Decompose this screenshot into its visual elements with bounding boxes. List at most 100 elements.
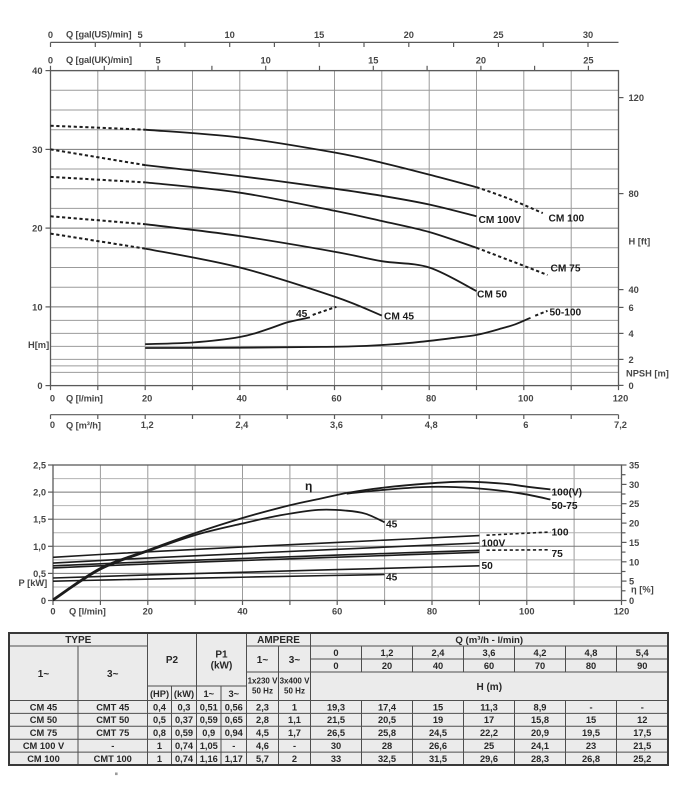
svg-text:24,5: 24,5 <box>429 728 447 738</box>
svg-text:5,7: 5,7 <box>256 754 269 764</box>
svg-text:5: 5 <box>138 30 143 40</box>
svg-text:Q [gal(UK)/min]: Q [gal(UK)/min] <box>66 55 132 65</box>
svg-text:AMPERE: AMPERE <box>257 635 300 646</box>
svg-text:11,3: 11,3 <box>480 702 498 712</box>
svg-text:20: 20 <box>143 607 153 617</box>
svg-text:100: 100 <box>519 607 535 617</box>
svg-text:60: 60 <box>331 394 341 404</box>
svg-text:19: 19 <box>433 715 443 725</box>
svg-text:-: - <box>293 741 296 751</box>
svg-text:CM 45: CM 45 <box>384 312 414 323</box>
svg-text:25: 25 <box>484 741 494 751</box>
svg-text:CM 50: CM 50 <box>477 290 507 301</box>
svg-text:20: 20 <box>629 519 639 529</box>
svg-text:15: 15 <box>314 30 324 40</box>
svg-text:5,4: 5,4 <box>636 648 650 658</box>
svg-text:(kW): (kW) <box>211 661 233 672</box>
svg-text:10: 10 <box>629 557 639 567</box>
svg-text:Q [l/min]: Q [l/min] <box>69 607 106 617</box>
svg-text:50-100: 50-100 <box>550 308 582 319</box>
svg-text:20: 20 <box>382 661 392 671</box>
svg-text:0: 0 <box>333 661 338 671</box>
svg-text:-: - <box>232 741 235 751</box>
svg-text:6: 6 <box>523 420 528 430</box>
svg-text:0,74: 0,74 <box>175 754 194 764</box>
svg-text:1,5: 1,5 <box>33 515 46 525</box>
svg-text:10: 10 <box>261 56 271 66</box>
svg-text:80: 80 <box>426 394 436 404</box>
svg-text:15: 15 <box>368 56 378 66</box>
svg-text:2,0: 2,0 <box>33 488 46 498</box>
svg-text:0: 0 <box>50 420 55 430</box>
svg-text:15: 15 <box>433 702 443 712</box>
svg-text:35: 35 <box>629 461 639 471</box>
svg-text:3x400 V: 3x400 V <box>280 677 310 686</box>
svg-text:21,5: 21,5 <box>327 715 345 725</box>
svg-text:1x230 V: 1x230 V <box>248 677 278 686</box>
svg-text:15,8: 15,8 <box>531 715 549 725</box>
svg-text:TYPE: TYPE <box>65 635 91 646</box>
svg-text:100V: 100V <box>482 539 506 550</box>
svg-text:50: 50 <box>482 561 494 572</box>
svg-text:0: 0 <box>41 596 46 606</box>
svg-text:21,5: 21,5 <box>633 741 651 751</box>
svg-text:26,6: 26,6 <box>429 741 447 751</box>
svg-text:25,8: 25,8 <box>378 728 396 738</box>
svg-text:0,56: 0,56 <box>225 702 243 712</box>
svg-text:20,5: 20,5 <box>378 715 396 725</box>
svg-text:2: 2 <box>629 355 634 365</box>
svg-text:1,17: 1,17 <box>225 754 243 764</box>
svg-text:1: 1 <box>157 754 162 764</box>
svg-text:0,65: 0,65 <box>225 715 243 725</box>
svg-text:28: 28 <box>382 741 392 751</box>
svg-text:17,4: 17,4 <box>378 702 397 712</box>
svg-text:20: 20 <box>404 30 414 40</box>
svg-text:P2: P2 <box>166 655 179 666</box>
svg-text:3,6: 3,6 <box>483 648 496 658</box>
svg-text:1~: 1~ <box>203 689 214 699</box>
svg-text:η: η <box>305 479 312 493</box>
svg-text:CMT 75: CMT 75 <box>96 728 129 738</box>
svg-text:80: 80 <box>586 661 596 671</box>
svg-text:0,5: 0,5 <box>33 569 46 579</box>
svg-text:31,5: 31,5 <box>429 754 447 764</box>
svg-text:1,7: 1,7 <box>288 728 301 738</box>
svg-text:CM 100: CM 100 <box>549 214 585 225</box>
svg-text:0,8: 0,8 <box>153 728 166 738</box>
svg-text:24,1: 24,1 <box>531 741 549 751</box>
svg-text:1~: 1~ <box>38 669 50 680</box>
svg-text:100: 100 <box>518 394 534 404</box>
svg-text:23: 23 <box>586 741 596 751</box>
svg-text:26,5: 26,5 <box>327 728 345 738</box>
svg-text:2,5: 2,5 <box>33 461 46 471</box>
svg-text:40: 40 <box>433 661 443 671</box>
svg-text:15: 15 <box>586 715 596 725</box>
svg-text:17,5: 17,5 <box>633 728 651 738</box>
svg-text:4: 4 <box>629 329 635 339</box>
svg-text:100(V): 100(V) <box>552 488 583 499</box>
svg-text:0: 0 <box>50 607 55 617</box>
svg-text:(HP): (HP) <box>150 689 169 699</box>
svg-text:0: 0 <box>50 394 55 404</box>
svg-text:CM 75: CM 75 <box>30 728 57 738</box>
svg-text:100: 100 <box>552 528 569 539</box>
svg-text:1~: 1~ <box>257 655 269 666</box>
svg-text:90: 90 <box>637 661 647 671</box>
svg-text:2,4: 2,4 <box>235 420 249 430</box>
svg-text:0,74: 0,74 <box>175 741 194 751</box>
svg-text:2,4: 2,4 <box>432 648 446 658</box>
svg-text:7,2: 7,2 <box>614 420 627 430</box>
svg-text:0,51: 0,51 <box>200 702 218 712</box>
svg-text:1,1: 1,1 <box>288 715 301 725</box>
svg-text:120: 120 <box>629 93 645 103</box>
svg-text:1,05: 1,05 <box>200 741 218 751</box>
svg-text:12: 12 <box>637 715 647 725</box>
svg-text:Q [l/min]: Q [l/min] <box>66 394 103 404</box>
svg-text:0: 0 <box>37 381 42 391</box>
svg-text:45: 45 <box>386 573 398 584</box>
svg-text:-: - <box>641 702 644 712</box>
svg-text:19,3: 19,3 <box>327 702 345 712</box>
svg-text:CMT 100: CMT 100 <box>94 754 132 764</box>
svg-text:1: 1 <box>157 741 162 751</box>
svg-text:6: 6 <box>629 303 634 313</box>
